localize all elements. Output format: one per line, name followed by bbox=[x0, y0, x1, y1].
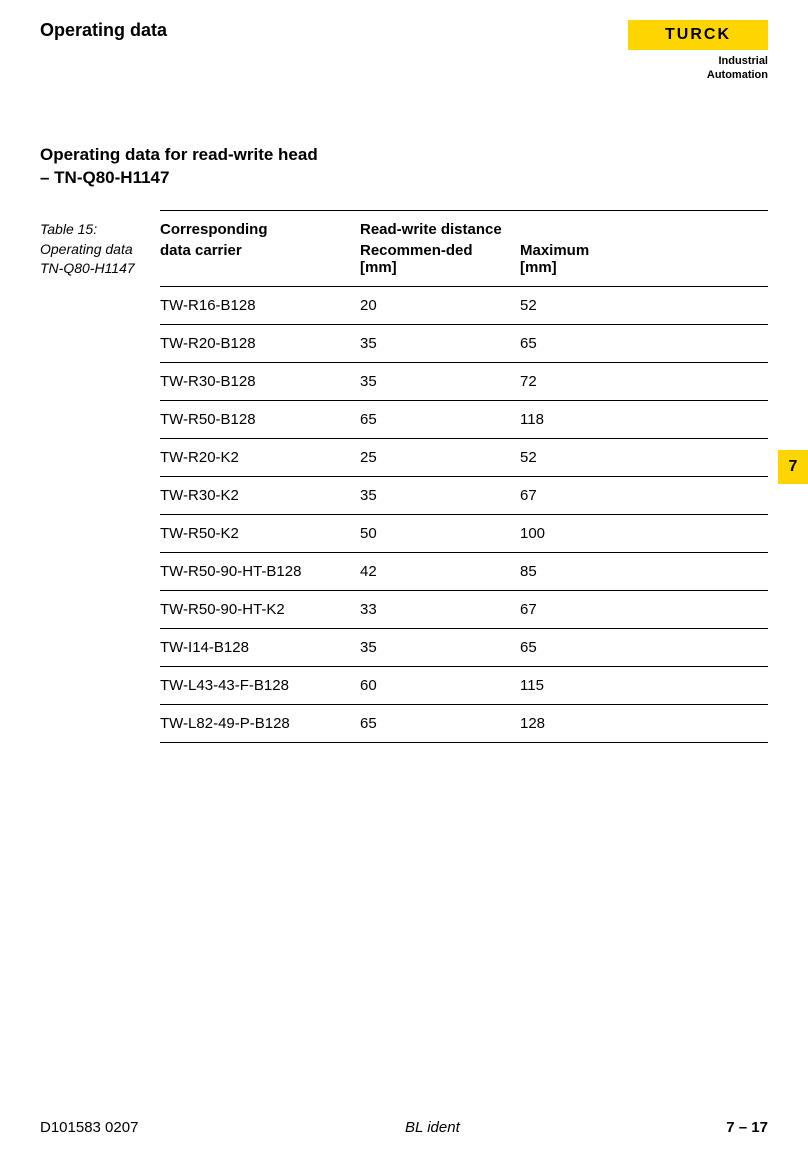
table-row: TW-R20-B1283565 bbox=[160, 325, 768, 363]
table-row: TW-L43-43-F-B12860115 bbox=[160, 667, 768, 705]
caption-line3: TN-Q80-H1147 bbox=[40, 259, 160, 279]
cell-maximum: 67 bbox=[520, 591, 768, 629]
cell-recommended: 60 bbox=[360, 667, 520, 705]
cell-carrier: TW-L43-43-F-B128 bbox=[160, 667, 360, 705]
cell-recommended: 35 bbox=[360, 325, 520, 363]
table-row: TW-R50-B12865118 bbox=[160, 401, 768, 439]
section-heading-line2: – TN-Q80-H1147 bbox=[40, 166, 768, 190]
th-max-label: Maximum bbox=[520, 242, 589, 259]
header-title: Operating data bbox=[40, 20, 167, 41]
cell-maximum: 65 bbox=[520, 325, 768, 363]
table-header-row1: Corresponding Read-write distance bbox=[160, 211, 768, 241]
table-row: TW-R20-K22552 bbox=[160, 439, 768, 477]
footer-product: BL ident bbox=[405, 1119, 460, 1136]
cell-recommended: 25 bbox=[360, 439, 520, 477]
cell-carrier: TW-R50-K2 bbox=[160, 515, 360, 553]
footer-doc-id: D101583 0207 bbox=[40, 1119, 138, 1136]
cell-recommended: 42 bbox=[360, 553, 520, 591]
cell-carrier: TW-R50-90-HT-K2 bbox=[160, 591, 360, 629]
caption-line2: Operating data bbox=[40, 240, 160, 260]
th-carrier-line1: Corresponding bbox=[160, 211, 360, 241]
th-maximum: Maximum [mm] bbox=[520, 240, 768, 287]
cell-maximum: 100 bbox=[520, 515, 768, 553]
cell-carrier: TW-R30-B128 bbox=[160, 363, 360, 401]
cell-recommended: 35 bbox=[360, 629, 520, 667]
table-body: TW-R16-B1282052TW-R20-B1283565TW-R30-B12… bbox=[160, 287, 768, 743]
cell-maximum: 52 bbox=[520, 287, 768, 325]
cell-carrier: TW-R20-B128 bbox=[160, 325, 360, 363]
table-row: TW-R50-90-HT-K23367 bbox=[160, 591, 768, 629]
cell-recommended: 35 bbox=[360, 363, 520, 401]
logo-brand-text: TURCK bbox=[665, 26, 731, 44]
table-row: TW-R50-90-HT-B1284285 bbox=[160, 553, 768, 591]
cell-maximum: 128 bbox=[520, 705, 768, 743]
cell-maximum: 115 bbox=[520, 667, 768, 705]
cell-maximum: 52 bbox=[520, 439, 768, 477]
logo-block: TURCK Industrial Automation bbox=[628, 20, 768, 83]
cell-carrier: TW-R20-K2 bbox=[160, 439, 360, 477]
cell-carrier: TW-R50-90-HT-B128 bbox=[160, 553, 360, 591]
table-caption: Table 15: Operating data TN-Q80-H1147 bbox=[40, 210, 160, 743]
footer-page-number: 7 – 17 bbox=[726, 1119, 768, 1136]
th-recommended: Recommen-ded [mm] bbox=[360, 240, 520, 287]
cell-carrier: TW-R50-B128 bbox=[160, 401, 360, 439]
cell-recommended: 35 bbox=[360, 477, 520, 515]
content-area: Table 15: Operating data TN-Q80-H1147 Co… bbox=[0, 190, 808, 743]
cell-recommended: 33 bbox=[360, 591, 520, 629]
cell-maximum: 72 bbox=[520, 363, 768, 401]
caption-line1: Table 15: bbox=[40, 220, 160, 240]
cell-carrier: TW-R30-K2 bbox=[160, 477, 360, 515]
th-max-unit: [mm] bbox=[520, 259, 557, 276]
th-distance-span: Read-write distance bbox=[360, 211, 768, 241]
table-row: TW-I14-B1283565 bbox=[160, 629, 768, 667]
table-row: TW-R30-K23567 bbox=[160, 477, 768, 515]
table-row: TW-R30-B1283572 bbox=[160, 363, 768, 401]
cell-recommended: 20 bbox=[360, 287, 520, 325]
logo-rect: TURCK bbox=[628, 20, 768, 50]
table-header-row2: data carrier Recommen-ded [mm] Maximum [… bbox=[160, 240, 768, 287]
table-row: TW-R16-B1282052 bbox=[160, 287, 768, 325]
cell-maximum: 67 bbox=[520, 477, 768, 515]
table-row: TW-L82-49-P-B12865128 bbox=[160, 705, 768, 743]
cell-maximum: 85 bbox=[520, 553, 768, 591]
cell-maximum: 118 bbox=[520, 401, 768, 439]
page-header: Operating data TURCK Industrial Automati… bbox=[0, 0, 808, 83]
cell-recommended: 50 bbox=[360, 515, 520, 553]
cell-recommended: 65 bbox=[360, 705, 520, 743]
cell-carrier: TW-I14-B128 bbox=[160, 629, 360, 667]
cell-maximum: 65 bbox=[520, 629, 768, 667]
page-footer: D101583 0207 BL ident 7 – 17 bbox=[40, 1119, 768, 1136]
th-rec-unit: [mm] bbox=[360, 259, 397, 276]
cell-carrier: TW-L82-49-P-B128 bbox=[160, 705, 360, 743]
table-row: TW-R50-K250100 bbox=[160, 515, 768, 553]
cell-carrier: TW-R16-B128 bbox=[160, 287, 360, 325]
chapter-number: 7 bbox=[789, 458, 798, 476]
cell-recommended: 65 bbox=[360, 401, 520, 439]
chapter-tab: 7 bbox=[778, 450, 808, 484]
th-rec-label: Recommen-ded bbox=[360, 242, 473, 259]
th-carrier-line2: data carrier bbox=[160, 240, 360, 287]
logo-subtitle: Industrial Automation bbox=[628, 54, 768, 83]
section-heading: Operating data for read-write head – TN-… bbox=[0, 83, 808, 191]
section-heading-line1: Operating data for read-write head bbox=[40, 143, 768, 167]
operating-data-table: Corresponding Read-write distance data c… bbox=[160, 210, 768, 743]
